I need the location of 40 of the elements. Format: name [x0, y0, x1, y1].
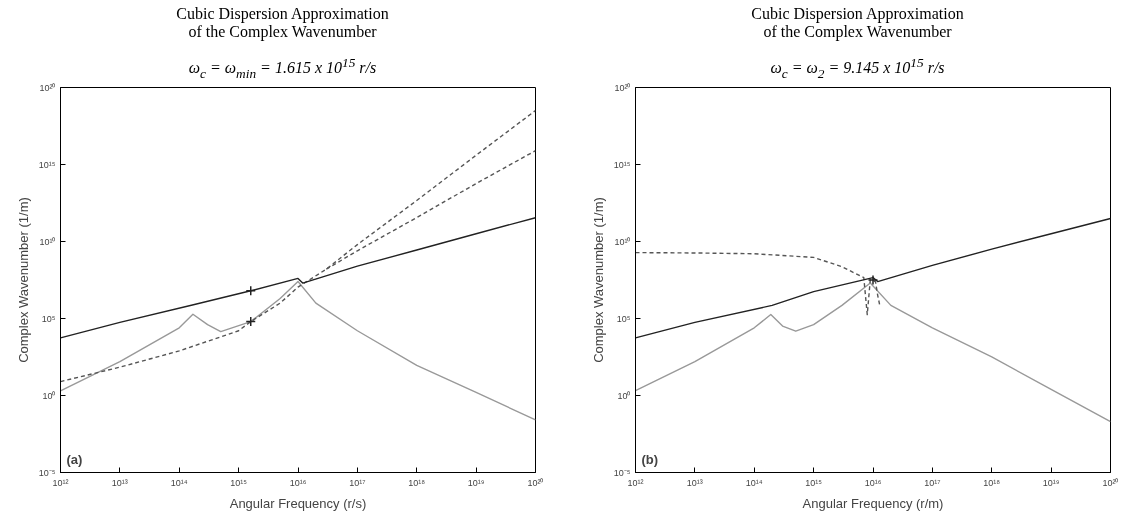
x-tick-label: 10¹²: [627, 477, 644, 488]
x-tick-label: 10²⁰: [527, 477, 544, 488]
x-tick-label: 10¹⁹: [467, 477, 485, 488]
y-tick-label: 10⁻⁵: [613, 467, 631, 478]
x-tick-label: 10¹⁴: [745, 477, 763, 488]
x-axis-title: Angular Frequency (r/m): [802, 495, 944, 511]
y-tick-label: 10¹⁵: [613, 159, 631, 170]
y-tick-label: 10⁵: [616, 313, 631, 324]
y-tick-label: 10¹⁵: [38, 159, 56, 170]
x-tick-label: 10¹⁶: [289, 477, 307, 488]
y-axis-title: Complex Wavenumber (1/m): [15, 197, 31, 363]
chart-subtitle: ω$_{c}$ = ω$_{2}$ = 9.145 x 10$^{15}$ r/s: [770, 54, 945, 83]
y-tick-label: 10¹⁰: [614, 236, 631, 247]
chart-subtitle: ω$_{c}$ = ω$_{min}$ = 1.615 x 10$^{15}$ r/s: [188, 54, 377, 83]
y-tick-label: 10¹⁰: [39, 236, 56, 247]
x-tick-label: 10¹²: [52, 477, 69, 488]
x-tick-label: 10¹⁹: [1042, 477, 1060, 488]
y-tick-label: 10²⁰: [39, 82, 56, 93]
x-tick-label: 10¹⁵: [805, 477, 823, 488]
x-tick-label: 10¹³: [686, 477, 703, 488]
x-tick-label: 10¹⁸: [983, 477, 1001, 488]
y-tick-label: 10²⁰: [614, 82, 631, 93]
x-tick-label: 10¹⁴: [170, 477, 188, 488]
x-tick-label: 10¹⁷: [349, 477, 366, 488]
x-tick-label: 10¹⁷: [924, 477, 941, 488]
y-axis-title: Complex Wavenumber (1/m): [590, 197, 606, 363]
chart-title: Cubic Dispersion Approximation of the Complex Wavenumber: [751, 5, 964, 42]
x-tick-label: 10¹⁸: [408, 477, 426, 488]
annotation: (b): [641, 451, 659, 467]
y-tick-label: 10⁰: [42, 390, 56, 401]
x-axis-title: Angular Frequency (r/s): [229, 495, 367, 511]
x-tick-label: 10²⁰: [1102, 477, 1119, 488]
y-tick-label: 10⁰: [617, 390, 631, 401]
y-tick-label: 10⁵: [41, 313, 56, 324]
x-tick-label: 10¹⁶: [864, 477, 882, 488]
chart-title: Cubic Dispersion Approximation of the Complex Wavenumber: [176, 5, 389, 42]
x-tick-label: 10¹⁵: [230, 477, 248, 488]
x-tick-label: 10¹³: [111, 477, 128, 488]
annotation: (a): [66, 451, 83, 467]
y-tick-label: 10⁻⁵: [38, 467, 56, 478]
